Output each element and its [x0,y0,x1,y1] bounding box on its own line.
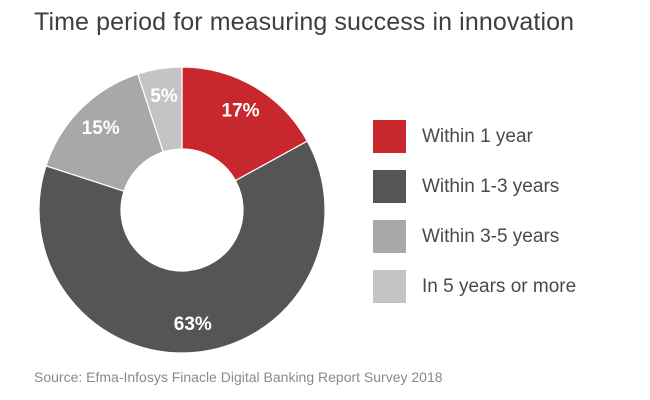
legend-item-5-years-or-more: In 5 years or more [373,270,576,303]
slice-label-within-1-year: 17% [222,101,260,122]
chart-source-note: Source: Efma-Infosys Finacle Digital Ban… [34,369,443,385]
slice-label-within-3-5-years: 15% [82,118,120,139]
chart-title: Time period for measuring success in inn… [34,8,575,36]
donut-slice-within-3-5-years [45,73,164,192]
legend-item-within-1-year: Within 1 year [373,120,576,153]
slice-label-within-1-3-years: 63% [174,314,212,335]
donut-slice-within-1-3-years [38,140,326,354]
donut-slice-within-1-year [181,66,309,182]
legend-swatch-within-1-year [373,120,406,153]
donut-slice-in-5-years-or-more [137,66,183,153]
legend-label-within-1-3-years: Within 1-3 years [422,175,560,197]
slice-label-in-5-years-or-more: 5% [150,86,178,107]
legend-label-5-years-or-more: In 5 years or more [422,275,577,297]
donut-chart: 17% 63% 15% 5% [38,66,326,354]
legend-label-within-1-year: Within 1 year [422,125,533,147]
legend-item-within-3-5-years: Within 3-5 years [373,220,576,253]
legend-swatch-5-years-or-more [373,270,406,303]
legend-swatch-within-3-5-years [373,220,406,253]
legend-item-within-1-3-years: Within 1-3 years [373,170,576,203]
legend-swatch-within-1-3-years [373,170,406,203]
legend-label-within-3-5-years: Within 3-5 years [422,225,560,247]
chart-legend: Within 1 year Within 1-3 years Within 3-… [373,120,576,320]
